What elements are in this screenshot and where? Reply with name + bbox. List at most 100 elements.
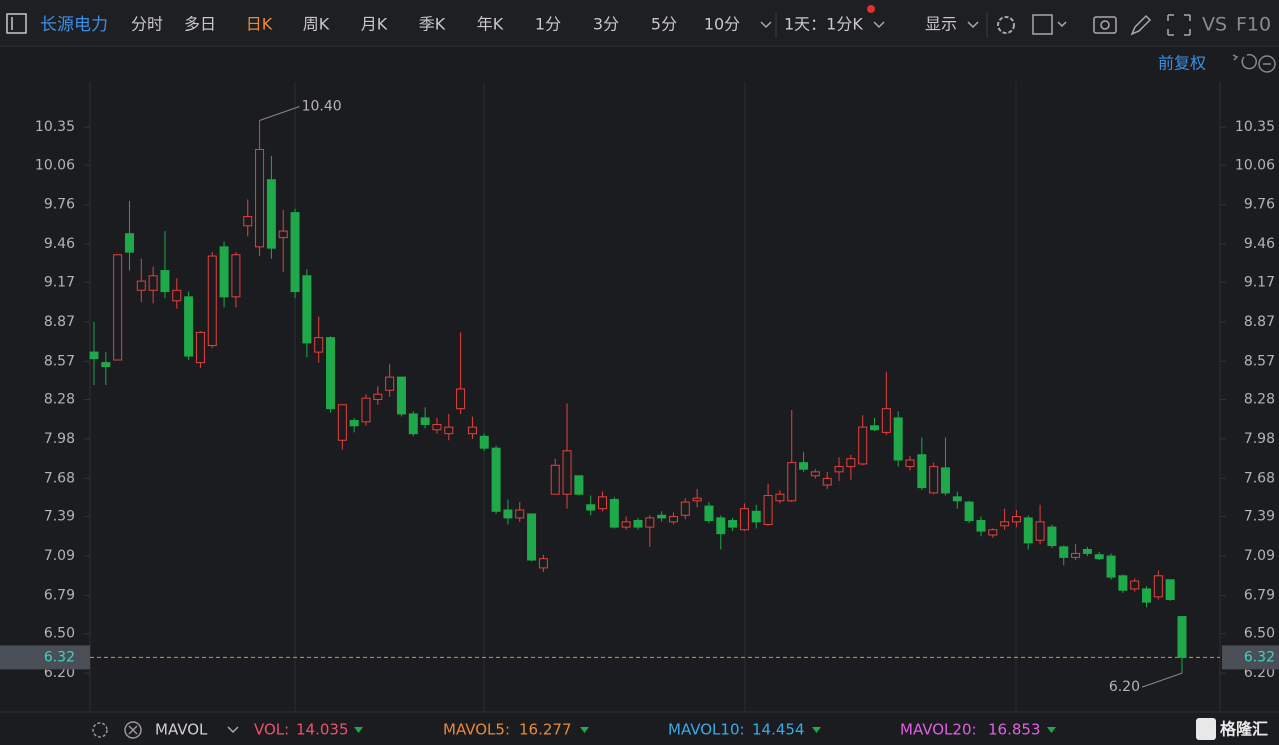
candle-body [184,296,194,357]
candle-body [775,493,785,502]
f10-button[interactable]: F10 [1236,14,1271,36]
tab[interactable]: 周K [303,15,330,34]
candle-body [704,505,714,522]
candle-body [444,426,454,435]
y-tick-label: 8.57 [44,353,75,369]
candle-body [1059,546,1069,558]
period-select[interactable]: 1天：1分K [784,15,863,34]
notice-dot [867,5,875,13]
candle-body [716,517,726,535]
tab[interactable]: 季K [419,15,446,34]
y-tick-label: 7.98 [44,431,75,447]
y-tick-label: 9.46 [44,236,75,252]
draw-icon[interactable] [1130,14,1152,36]
candle-body [160,270,170,293]
indicator-close[interactable] [124,721,142,739]
candle-body [952,496,962,502]
candle-body [751,510,761,523]
candle-body [219,246,229,298]
y-tick-label-right: 8.87 [1244,314,1275,330]
camera-lens [1100,20,1110,30]
candle-body [290,212,300,293]
candle-body [598,496,608,510]
indicator-settings[interactable] [92,722,108,738]
candle-body [1035,521,1045,541]
candle-body [278,230,288,239]
candle-body [172,289,182,302]
fullscreen-icon[interactable] [1167,14,1191,36]
watermark-logo [1196,718,1216,740]
candle-body [1177,616,1187,658]
y-tick-label: 9.17 [44,274,75,290]
candle-body [148,275,158,291]
indicator-name[interactable]: MAVOL [155,721,208,739]
indicator-label: VOL: [254,721,289,739]
tab-active[interactable]: 日K [246,15,273,34]
adjust-select[interactable]: 前复权 [1158,54,1206,73]
indicator-value: 16.277 [519,721,572,739]
candle-body [373,393,383,400]
candle-body [243,216,253,227]
indicator-label: MAVOL20: [900,721,977,739]
candle-body [1000,521,1010,527]
candle-body [361,397,371,423]
tab[interactable]: 1分 [535,15,561,34]
candle-body [266,179,276,249]
candle-body [893,417,903,461]
candle-body [207,255,217,347]
stock-name[interactable]: 长源电力 [40,15,108,35]
indicator-values: VOL: 14.035 MAVOL5: 16.277 MAVOL10: 14.454 MAV… [254,721,1056,739]
watermark: 格隆汇 [1220,720,1268,739]
indicator-value: 16.853 [988,721,1041,739]
candle-body [527,513,537,561]
indicator-chevron [227,726,239,734]
sidebar-toggle[interactable] [6,13,27,34]
y-tick-label-right: 8.57 [1244,353,1275,369]
candle-body [846,458,856,468]
tab[interactable]: 分时 [131,15,163,34]
settings-icon[interactable] [997,16,1015,34]
last-price-label-right: 6.32 [1244,649,1275,665]
y-tick-label: 7.09 [44,548,75,564]
tab[interactable]: 10分 [704,15,740,34]
y-tick-label-right: 9.46 [1244,236,1275,252]
candle-body [657,514,667,519]
tab[interactable]: 月K [361,15,388,34]
display-menu[interactable]: 显示 [925,15,957,34]
candle-body [739,508,749,531]
y-tick-label-right: 7.39 [1244,509,1275,525]
plot: 10.35 10.35 10.06 10.06 9.76 9.76 9.46 9.46 9.17… [0,99,1279,695]
camera-icon[interactable] [1093,16,1117,34]
candle-body [314,337,324,353]
tab[interactable]: 年K [477,15,504,34]
y-tick-label-right: 7.09 [1244,548,1275,564]
high-label: 10.40 [302,99,342,115]
checkbox-chevron [1057,21,1067,28]
candle-body [385,376,395,391]
tab[interactable]: 5分 [651,15,677,34]
more-chevron[interactable] [760,21,772,29]
zoom-out-icon[interactable] [1258,55,1276,73]
candle-body [763,495,773,525]
candle-body [728,520,738,528]
candle-body [810,471,820,477]
candle-body [1118,575,1128,591]
candle-body [964,501,974,522]
candle-body [456,388,466,410]
candle-body [420,417,430,425]
last-price-box [1222,645,1279,670]
tab[interactable]: 多日 [184,15,216,34]
candle-body [1106,555,1116,578]
candle-body [870,425,880,431]
y-tick-label: 7.68 [44,470,75,486]
undo-icon[interactable] [1232,53,1257,70]
candle-body [621,521,631,528]
display-chevron [967,21,979,29]
candle-body [645,517,655,528]
tab[interactable]: 3分 [593,15,619,34]
candle-body [858,426,868,465]
indicator-label: MAVOL10: [668,721,745,739]
vs-button[interactable]: VS [1202,14,1227,36]
checkbox[interactable] [1032,14,1053,35]
